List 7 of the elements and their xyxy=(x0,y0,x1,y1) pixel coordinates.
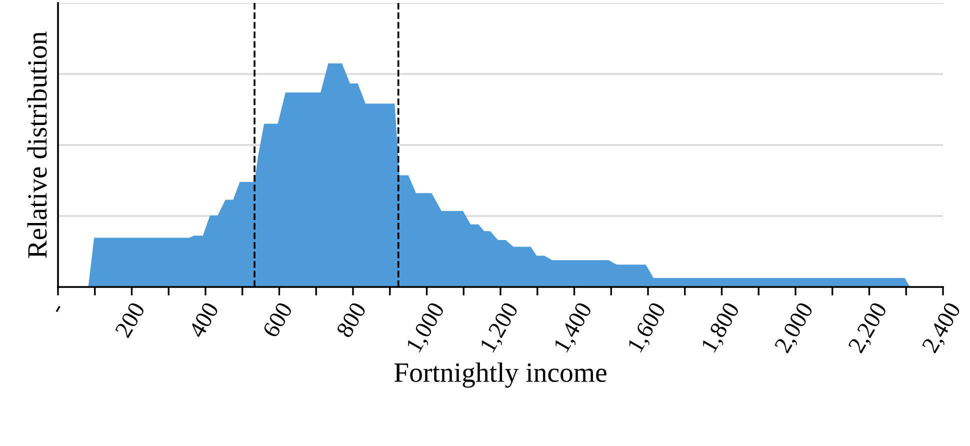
x-axis-title: Fortnightly income xyxy=(394,362,606,388)
x-tick-label: - xyxy=(56,306,60,312)
x-tick-label: 800 xyxy=(336,301,367,338)
x-tick-label: 200 xyxy=(114,301,146,338)
y-axis-title: Relative distribution xyxy=(27,32,47,258)
x-tick-label: 400 xyxy=(188,301,220,339)
x-tick-label: 600 xyxy=(262,301,293,338)
